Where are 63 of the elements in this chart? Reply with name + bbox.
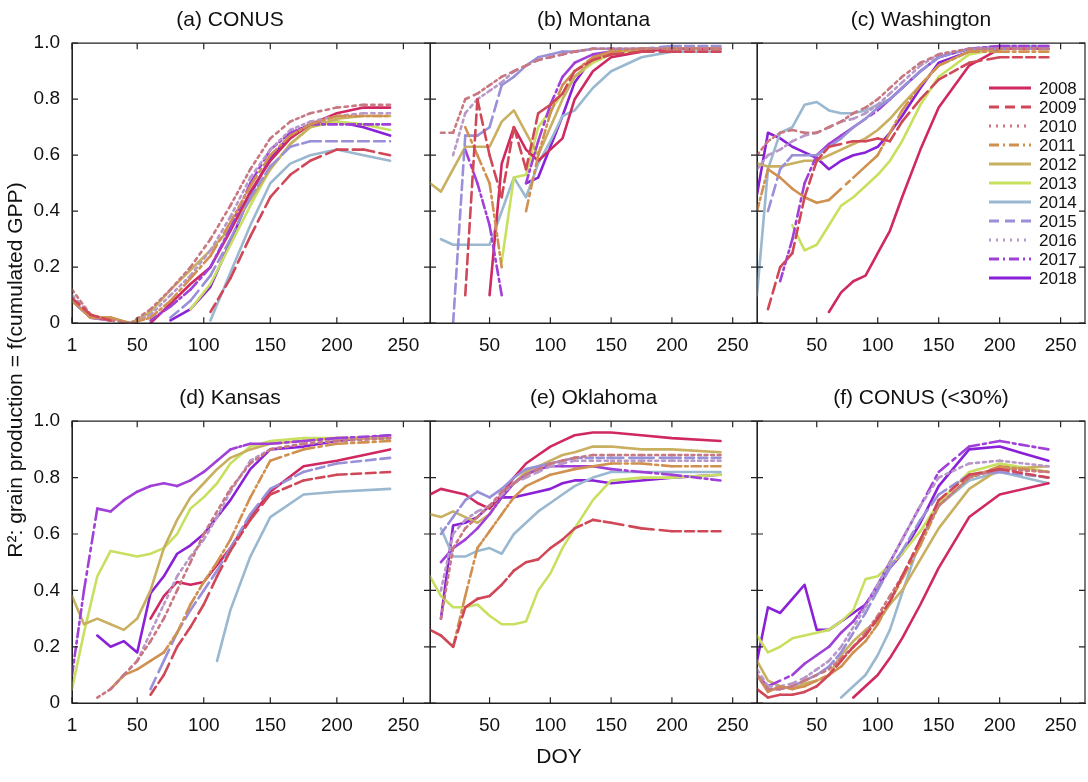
- legend-label: 2012: [1039, 154, 1077, 174]
- x-tick-label: 250: [716, 333, 749, 355]
- y-tick-label: 0: [49, 311, 60, 333]
- x-tick-label: 150: [595, 333, 627, 355]
- x-tick-label: 50: [478, 333, 501, 355]
- legend-label: 2018: [1039, 268, 1077, 288]
- legend-label: 2013: [1039, 173, 1077, 193]
- x-tick-label: 50: [806, 333, 828, 355]
- x-tick-label: 50: [806, 713, 828, 735]
- y-tick-label: 0.8: [33, 465, 60, 487]
- y-tick-label: 0.6: [33, 143, 60, 165]
- legend-label: 2015: [1039, 211, 1077, 231]
- x-tick-label: 100: [534, 713, 567, 735]
- y-axis-title: R²: grain production = f(cumulated GPP): [3, 182, 27, 558]
- x-tick-label: 200: [656, 713, 688, 735]
- y-tick-label: 1.0: [33, 31, 60, 53]
- x-tick-label: 100: [534, 333, 567, 355]
- x-tick-label: 1: [66, 713, 78, 735]
- x-tick-label: 250: [1044, 713, 1077, 735]
- chart-title: (b) Montana: [536, 7, 651, 31]
- x-tick-label: 150: [595, 713, 627, 735]
- x-tick-label: 250: [387, 713, 420, 735]
- x-axis-title: DOY: [535, 744, 583, 768]
- y-tick-label: 0.2: [33, 255, 60, 277]
- y-tick-label: 0.4: [33, 578, 61, 600]
- chart-title: (a) CONUS: [176, 7, 284, 31]
- legend-label: 2011: [1039, 135, 1076, 155]
- legend-label: 2016: [1039, 230, 1077, 250]
- x-tick-label: 100: [861, 713, 894, 735]
- x-tick-label: 150: [922, 333, 955, 355]
- x-tick-label: 250: [387, 333, 420, 355]
- x-tick-label: 150: [254, 713, 287, 735]
- x-tick-label: 250: [1044, 333, 1077, 355]
- x-tick-label: 50: [478, 713, 501, 735]
- x-tick-label: 200: [320, 713, 353, 735]
- x-tick-label: 1: [66, 333, 78, 355]
- x-tick-label: 50: [126, 333, 148, 355]
- chart-title: (f) CONUS (<30%): [833, 385, 1009, 409]
- x-tick-label: 100: [187, 713, 220, 735]
- x-tick-label: 100: [187, 333, 220, 355]
- y-tick-label: 0: [49, 691, 60, 713]
- chart-title: (e) Oklahoma: [529, 385, 658, 409]
- chart-title: (d) Kansas: [179, 385, 281, 409]
- chart-title: (c) Washington: [850, 7, 992, 31]
- x-tick-label: 250: [716, 713, 749, 735]
- x-tick-label: 200: [656, 333, 688, 355]
- y-tick-label: 1.0: [33, 409, 60, 431]
- y-tick-label: 0.6: [33, 522, 60, 544]
- y-tick-label: 0.8: [33, 87, 60, 109]
- legend-label: 2009: [1039, 97, 1077, 117]
- x-tick-label: 200: [983, 713, 1016, 735]
- y-tick-label: 0.4: [33, 199, 61, 221]
- x-tick-label: 100: [861, 333, 894, 355]
- legend-label: 2014: [1039, 192, 1077, 212]
- y-tick-label: 0.2: [33, 635, 60, 657]
- legend-label: 2017: [1039, 249, 1077, 269]
- x-tick-label: 150: [922, 713, 955, 735]
- legend-label: 2010: [1039, 116, 1077, 136]
- x-tick-label: 200: [983, 333, 1016, 355]
- x-tick-label: 200: [320, 333, 353, 355]
- x-tick-label: 50: [126, 713, 148, 735]
- legend-label: 2008: [1039, 78, 1077, 98]
- x-tick-label: 150: [254, 333, 287, 355]
